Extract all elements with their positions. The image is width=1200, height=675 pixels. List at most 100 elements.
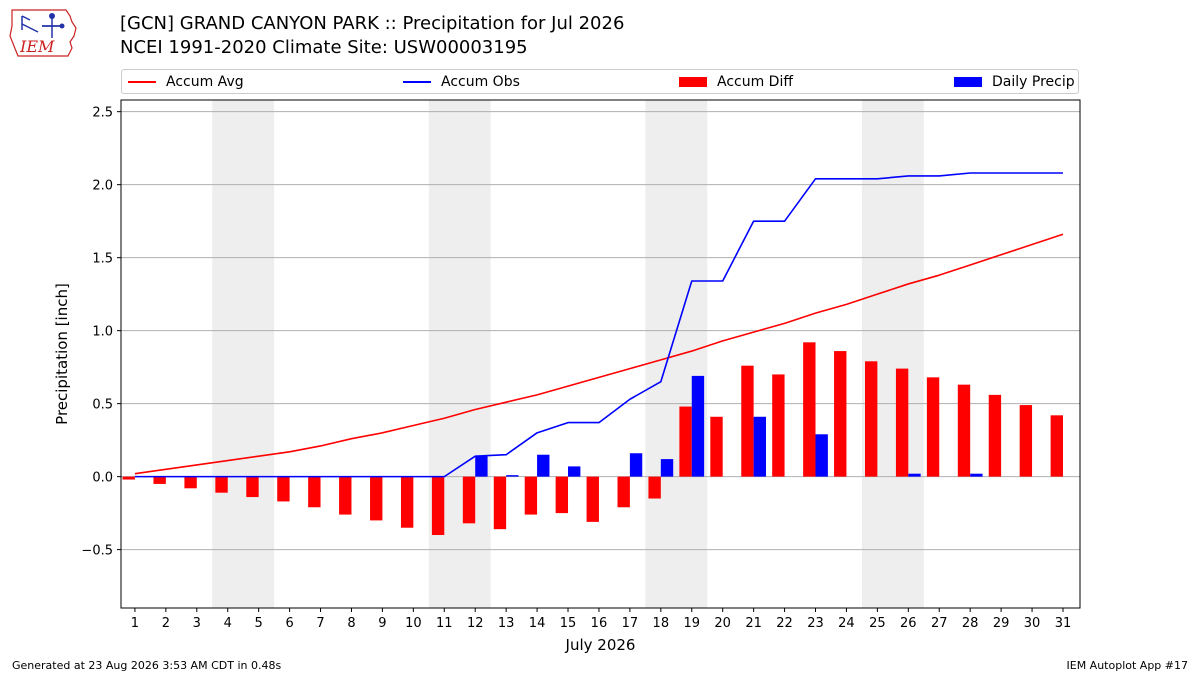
x-tick-label-22: 22 (776, 616, 793, 631)
chart-title: [GCN] GRAND CANYON PARK :: Precipitation… (120, 13, 625, 34)
accum-diff-bar-6 (277, 476, 290, 502)
accum-diff-bar-21 (741, 365, 754, 477)
x-tick-label-15: 15 (560, 616, 577, 631)
daily-precip-bar-17 (629, 453, 643, 477)
accum-diff-bar-9 (370, 476, 383, 521)
x-tick-label-28: 28 (962, 616, 979, 631)
x-tick-label-2: 2 (162, 616, 170, 631)
accum-diff-bar-14 (524, 476, 538, 515)
logo-text: IEM (19, 37, 55, 56)
legend-swatch-accum-diff (679, 77, 707, 87)
daily-precip-bar-28 (970, 473, 983, 477)
accum-diff-bar-28 (957, 384, 971, 477)
daily-precip-bar-18 (660, 459, 674, 477)
legend-item-accum-diff: Accum Diff (679, 73, 793, 91)
footer-generated: Generated at 23 Aug 2026 3:53 AM CDT in … (12, 659, 282, 672)
legend-swatch-accum-obs (403, 81, 431, 83)
accum-diff-bar-2 (153, 476, 166, 484)
weekend-shade-2 (645, 100, 708, 608)
x-tick-label-23: 23 (807, 616, 824, 631)
legend-item-daily-precip: Daily Precip (954, 73, 1075, 91)
x-tick-label-10: 10 (405, 616, 422, 631)
daily-precip-bar-12 (475, 456, 488, 477)
x-tick-label-1: 1 (131, 616, 139, 631)
x-tick-label-14: 14 (529, 616, 546, 631)
plot-frame (120, 99, 1081, 609)
accum-diff-bar-24 (834, 351, 847, 477)
accum-obs-line (134, 172, 1063, 478)
x-axis-label: July 2026 (565, 636, 636, 654)
accum-diff-bar-29 (988, 394, 1002, 477)
accum-diff-bar-30 (1019, 405, 1033, 477)
accum-diff-bar-15 (555, 476, 569, 514)
accum-diff-bar-18 (648, 476, 661, 499)
daily-precip-bar-13 (506, 475, 519, 477)
x-tick-label-11: 11 (436, 616, 453, 631)
legend-label-accum-avg: Accum Avg (166, 74, 244, 90)
accum-diff-bar-23 (803, 342, 816, 477)
x-tick-label-19: 19 (683, 616, 700, 631)
daily-precip-bar-21 (753, 416, 767, 477)
x-tick-label-7: 7 (316, 616, 324, 631)
weekend-shade-0 (212, 100, 275, 608)
y-axis-label: Precipitation [inch] (53, 283, 71, 425)
x-tick-label-17: 17 (622, 616, 639, 631)
accum-diff-bar-8 (339, 476, 352, 515)
x-tick-label-13: 13 (498, 616, 515, 631)
legend-label-accum-diff: Accum Diff (717, 74, 794, 90)
legend-swatch-daily-precip (954, 77, 982, 87)
footer-app: IEM Autoplot App #17 (1066, 659, 1189, 672)
x-tick-label-21: 21 (745, 616, 762, 631)
y-tick-label-0: −0.5 (81, 544, 113, 559)
y-tick-label-5: 2.0 (92, 179, 113, 194)
x-tick-label-18: 18 (653, 616, 670, 631)
accum-diff-bar-16 (586, 476, 599, 522)
y-tick-label-1: 0.0 (92, 471, 113, 486)
x-tick-label-24: 24 (838, 616, 855, 631)
accum-diff-bar-10 (400, 476, 414, 528)
iem-logo: IEM (9, 9, 77, 57)
accum-diff-bar-17 (617, 476, 630, 508)
x-tick-label-16: 16 (591, 616, 608, 631)
x-tick-label-3: 3 (193, 616, 201, 631)
daily-precip-bar-19 (691, 375, 705, 477)
chart-title-block: [GCN] GRAND CANYON PARK :: Precipitation… (120, 12, 624, 60)
y-tick-label-2: 0.5 (92, 398, 113, 413)
accum-diff-bar-25 (864, 361, 878, 477)
accum-diff-bar-4 (215, 476, 228, 493)
x-tick-label-31: 31 (1055, 616, 1072, 631)
daily-precip-bar-26 (908, 473, 921, 477)
x-tick-label-5: 5 (255, 616, 263, 631)
accum-diff-bar-7 (308, 476, 321, 508)
x-tick-label-9: 9 (378, 616, 386, 631)
accum-diff-bar-1 (122, 476, 135, 480)
accum-diff-bar-3 (184, 476, 197, 489)
x-tick-label-26: 26 (900, 616, 917, 631)
daily-precip-bar-14 (537, 454, 550, 477)
legend-label-accum-obs: Accum Obs (441, 74, 520, 90)
x-tick-label-12: 12 (467, 616, 484, 631)
legend-item-accum-avg: Accum Avg (128, 73, 244, 91)
legend-label-daily-precip: Daily Precip (992, 74, 1075, 90)
accum-diff-bar-20 (710, 416, 723, 477)
accum-diff-bar-12 (462, 476, 476, 524)
daily-precip-bar-15 (568, 466, 581, 477)
accum-diff-bar-22 (772, 374, 785, 477)
x-tick-label-25: 25 (869, 616, 886, 631)
accum-diff-bar-31 (1050, 415, 1063, 477)
y-tick-label-6: 2.5 (92, 106, 113, 121)
legend-swatch-accum-avg (128, 81, 156, 83)
legend: Accum Avg Accum Obs Accum Diff Daily Pre… (121, 69, 1079, 94)
daily-precip-bar-23 (815, 434, 828, 477)
accum-diff-bar-26 (895, 368, 909, 477)
x-tick-label-30: 30 (1024, 616, 1041, 631)
y-tick-label-3: 1.0 (92, 325, 113, 340)
x-tick-label-29: 29 (993, 616, 1010, 631)
y-tick-label-4: 1.5 (92, 252, 113, 267)
x-tick-label-4: 4 (224, 616, 232, 631)
accum-diff-bar-5 (246, 476, 259, 498)
accum-diff-bar-19 (679, 406, 692, 477)
x-tick-label-8: 8 (347, 616, 355, 631)
x-tick-label-20: 20 (714, 616, 731, 631)
